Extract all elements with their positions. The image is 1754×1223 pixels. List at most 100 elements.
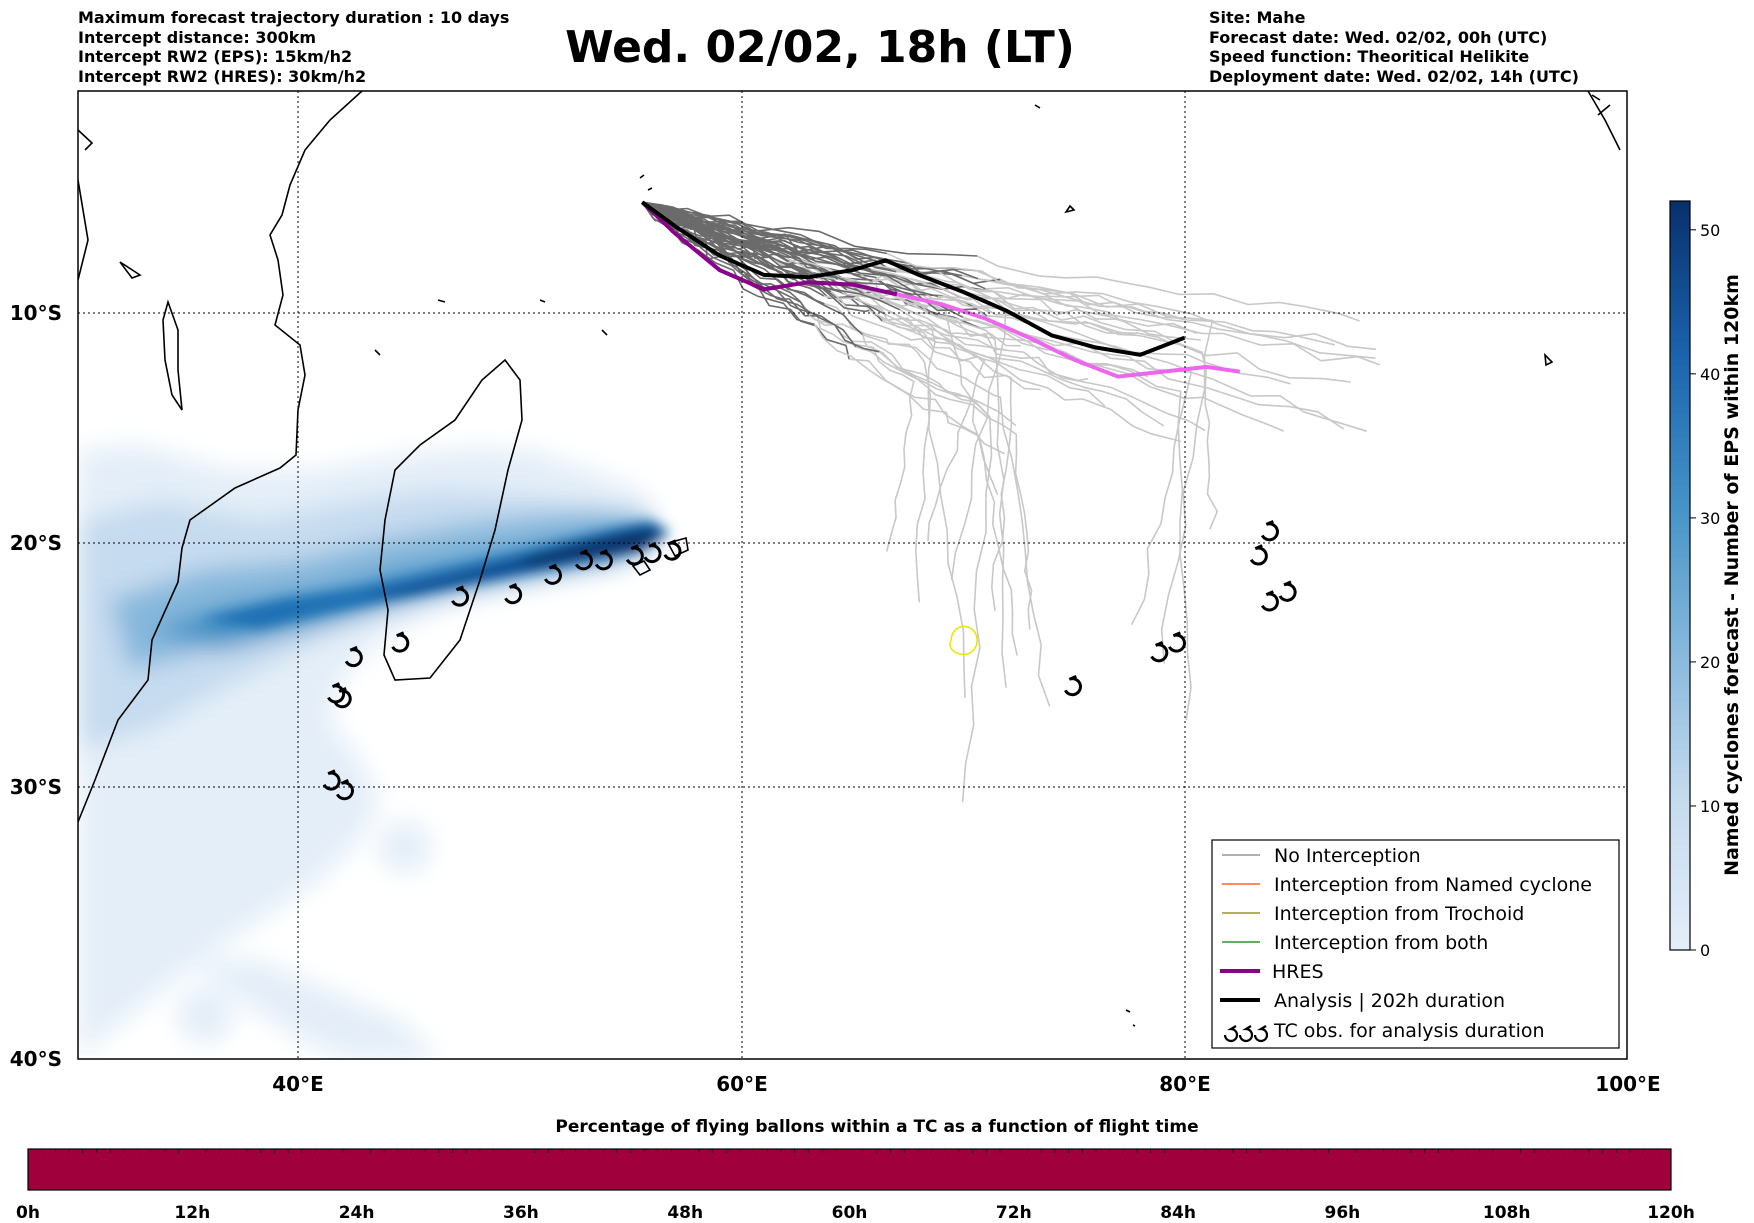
ensemble-track-late [896, 270, 1198, 335]
flight-bar-tick-label: 72h [996, 1203, 1032, 1223]
flight-bar-tick-label: 0h [16, 1203, 40, 1223]
ensemble-track-late [824, 302, 966, 698]
colorbar-tick-label: 50 [1700, 221, 1720, 240]
colorbar-tick-label: 0 [1700, 941, 1710, 960]
ensemble-track-late [849, 358, 1018, 656]
ensemble-track-early [642, 201, 1001, 285]
tc-observations [322, 520, 1297, 801]
flight-bar-tick-label: 84h [1160, 1203, 1196, 1223]
ensemble-track-early [641, 201, 872, 271]
cyclone-symbol-icon [1223, 1025, 1269, 1043]
header-left-line: Intercept distance: 300km [78, 27, 317, 47]
tc-observation-icon [327, 682, 346, 704]
tc-observation-icon [1260, 520, 1279, 542]
header-right-line: Site: Mahe [1209, 8, 1306, 27]
header-left-line: Intercept RW2 (EPS): 15km/h2 [78, 47, 353, 66]
lon-tick-label: 100°E [1595, 1072, 1660, 1096]
colorbar-tick-label: 20 [1700, 653, 1720, 672]
ensemble-track-late [878, 351, 1033, 630]
ensemble-track-late [976, 255, 1360, 322]
header-left-info: Maximum forecast trajectory duration : 1… [78, 8, 509, 86]
tc-observation-icon [1168, 631, 1186, 653]
ensemble-track-late [1000, 278, 1214, 664]
hres-track-early [640, 200, 898, 297]
ensemble-track-early [642, 201, 978, 257]
lon-tick-label: 60°E [716, 1072, 768, 1096]
trochoid-loop [949, 625, 978, 656]
map-frame [77, 90, 1628, 1060]
analysis-track [641, 200, 1186, 357]
trochoid-marker [949, 625, 978, 656]
legend-label: HRES [1272, 961, 1324, 983]
tc-observation-icon [451, 585, 470, 607]
ensemble-track-early [641, 201, 979, 280]
lat-tick-label: 30°S [10, 775, 62, 799]
flight-bar-tick-label: 60h [832, 1203, 868, 1223]
ensemble-track-late [871, 268, 1137, 337]
ensemble-track-early [642, 201, 888, 255]
flight-bar-tick-label: 48h [667, 1203, 703, 1223]
ensemble-track-late [881, 320, 1182, 443]
ensemble-track-early [642, 201, 978, 312]
tc-observation-icon [344, 645, 363, 668]
tc-observation-icon [625, 544, 644, 566]
colorbar-label: Named cyclones forecast - Number of EPS … [1721, 274, 1743, 876]
ensemble-track-late [816, 315, 915, 552]
lon-tick-label: 40°E [272, 1072, 324, 1096]
lat-tick-label: 10°S [10, 301, 62, 325]
tc-observation-icon [574, 549, 593, 571]
legend-label: No Interception [1274, 845, 1421, 867]
flight-bar-tick-label: 108h [1483, 1203, 1531, 1223]
legend-label: Interception from both [1274, 932, 1488, 954]
ensemble-track-late [871, 291, 1149, 378]
tc-observation-icon [1260, 590, 1279, 612]
lat-tick-label: 40°S [10, 1047, 62, 1071]
header-left-line: Maximum forecast trajectory duration : 1… [78, 8, 510, 27]
header-left-line: Intercept RW2 (HRES): 30km/h2 [78, 66, 367, 86]
flight-time-bar [27, 1148, 1672, 1191]
flight-bar-tick-label: 120h [1647, 1203, 1695, 1223]
tc-observation-icon [594, 549, 613, 571]
ensemble-track-late [977, 278, 1376, 359]
ensemble-track-late [830, 290, 936, 603]
legend-label: Analysis | 202h duration [1274, 990, 1505, 1012]
colorbar-ticks: 0 10 20 30 40 50 [1690, 221, 1720, 960]
ensemble-track-late [884, 275, 1174, 345]
density-colorbar: 0 10 20 30 40 50 Named cyclones forecast - Nu… [1669, 200, 1743, 960]
tc-observation-icon [391, 631, 410, 653]
tc-observation-icon [1064, 674, 1082, 697]
map-legend: No Interception Interception from Named … [1211, 839, 1620, 1049]
lat-tick-label: 20°S [10, 531, 62, 555]
map-grid [78, 91, 1627, 1059]
header-right-line: Forecast date: Wed. 02/02, 00h (UTC) [1209, 27, 1548, 47]
ensemble-track-late [886, 252, 1181, 319]
colorbar-tick-label: 10 [1700, 797, 1720, 816]
flight-time-ticks: 0h 12h 24h 36h 48h 60h 72h 84h 96h 108h 120h [16, 1149, 1695, 1223]
ensemble-track-late [823, 295, 1041, 391]
ensemble-track-early [641, 201, 777, 252]
ensemble-track-late [868, 309, 1013, 612]
legend-box [1211, 839, 1620, 1049]
colorbar-scale [1669, 200, 1691, 951]
ensemble-track-late [963, 296, 1351, 383]
legend-label: Interception from Trochoid [1274, 903, 1524, 925]
tc-observation-icon [1249, 544, 1268, 566]
header-right-line: Deployment date: Wed. 02/02, 14h (UTC) [1209, 66, 1579, 86]
flight-bar-title: Percentage of flying ballons within a TC… [555, 1117, 1199, 1137]
cyclone-density-field [78, 445, 670, 1059]
ensemble-trajectories [641, 201, 1380, 803]
ensemble-track-late [980, 326, 1192, 721]
coastlines [78, 91, 1621, 1027]
legend-label: Interception from Named cyclone [1274, 874, 1592, 896]
colorbar-tick-label: 40 [1700, 365, 1720, 384]
tc-observation-icon [333, 687, 352, 709]
ensemble-track-late [975, 269, 1377, 351]
tc-observation-icon [1278, 580, 1297, 602]
ensemble-track-late [986, 315, 1193, 626]
ensemble-track-late [795, 258, 991, 314]
flight-bar-tick-label: 96h [1325, 1203, 1361, 1223]
tc-observation-icon [322, 769, 341, 791]
ensemble-track-late [885, 314, 1165, 427]
tc-observation-icon [1150, 641, 1169, 663]
